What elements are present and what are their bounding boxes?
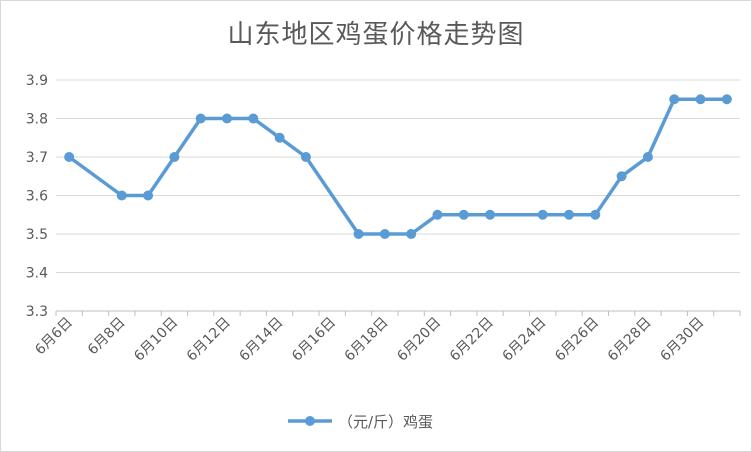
x-tick-label: 6月30日 [657, 315, 707, 365]
data-point [669, 94, 680, 105]
x-tick-label: 6月16日 [289, 315, 339, 365]
series-line [67, 97, 729, 236]
x-tick-label: 6月22日 [447, 315, 497, 365]
data-point [458, 209, 469, 220]
data-point [564, 209, 574, 220]
y-tick-label: 3.4 [26, 266, 48, 282]
x-tick-label: 6月24日 [500, 315, 550, 365]
data-point [485, 209, 496, 220]
data-point [116, 190, 127, 201]
x-tick-label: 6月10日 [131, 315, 181, 365]
data-point [590, 209, 601, 220]
x-tick-label: 6月6日 [32, 315, 76, 359]
data-point [353, 229, 364, 239]
data-point [274, 132, 285, 143]
legend-label: （元/斤）鸡蛋 [338, 413, 433, 431]
legend-marker [305, 416, 315, 426]
x-tick-label: 6月28日 [605, 315, 655, 365]
x-tick-label: 6月14日 [236, 315, 286, 365]
data-point [721, 94, 732, 105]
y-tick-label: 3.6 [26, 189, 48, 205]
data-point [64, 152, 75, 162]
x-tick-label: 6月8日 [85, 315, 129, 359]
data-point [300, 152, 311, 162]
chart-title: 山东地区鸡蛋价格走势图 [227, 20, 525, 50]
data-point [222, 113, 232, 124]
data-point [169, 152, 180, 162]
x-tick-label: 6月18日 [342, 315, 392, 365]
data-point [642, 152, 653, 162]
x-tick-label: 6月12日 [184, 315, 234, 365]
x-tick-label: 6月26日 [552, 315, 602, 365]
data-point [379, 229, 390, 239]
data-point [406, 229, 417, 239]
y-tick-label: 3.8 [26, 112, 48, 128]
y-tick-label: 3.5 [26, 227, 48, 243]
data-point [537, 209, 548, 220]
data-point [616, 171, 627, 182]
data-point [248, 113, 259, 124]
data-point [143, 190, 154, 201]
y-tick-label: 3.9 [26, 73, 48, 89]
y-tick-label: 3.3 [26, 304, 48, 320]
data-point [195, 113, 206, 124]
y-tick-label: 3.7 [26, 150, 48, 166]
data-point [432, 209, 443, 220]
x-tick-label: 6月20日 [394, 315, 444, 365]
data-point [695, 94, 706, 105]
